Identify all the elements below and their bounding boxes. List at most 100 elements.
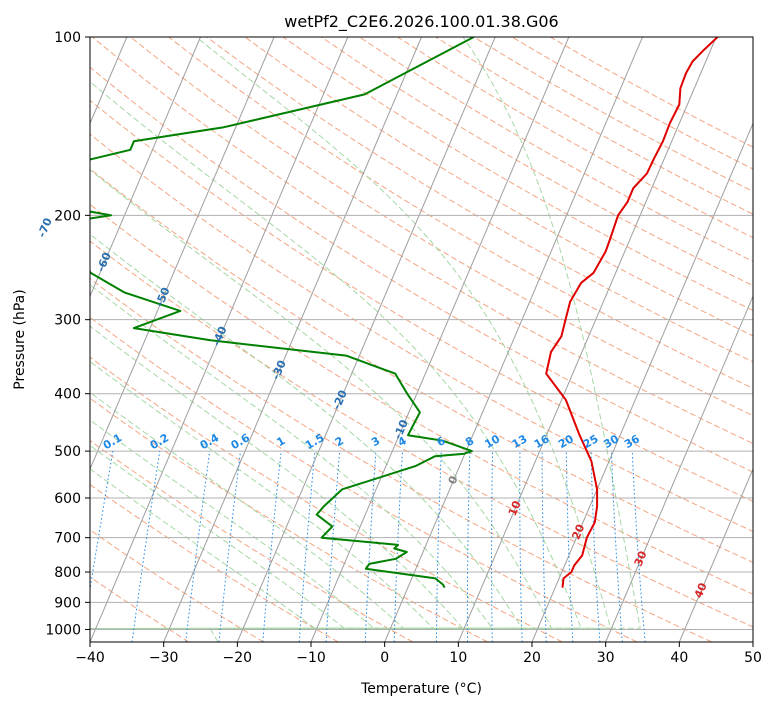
dry-adiabat [90,66,753,473]
y-tick-label: 400 [54,387,81,403]
mixing-ratio-line [131,451,161,642]
isotherm-label: -70 [35,216,55,240]
x-tick-label: 20 [523,650,541,666]
mixing-ratio-line [565,451,574,642]
isotherm-line [90,37,201,298]
dry-adiabat [90,483,339,642]
x-tick-label: 10 [449,650,467,666]
mixing-ratio-label: 1 [274,434,287,449]
mixing-ratio-label: 10 [482,432,502,451]
isotherm-line [531,122,753,642]
isotherm-label: 40 [692,581,710,600]
moist-adiabat [90,468,317,629]
x-tick-label: −20 [223,650,253,666]
mixing-ratio-label: 25 [581,432,601,451]
dry-adiabat [90,316,638,642]
mixing-ratio-label: 20 [556,432,576,451]
x-axis-title: Temperature (°C) [360,681,482,697]
isotherm-label: -50 [153,285,173,309]
y-tick-label: 900 [54,595,81,611]
x-tick-label: −10 [296,650,326,666]
isotherm-line [236,37,496,642]
moist-adiabat [90,81,582,630]
mixing-ratio-line [262,451,282,642]
y-tick-label: 600 [54,491,81,507]
dry-adiabat [90,203,753,595]
isotherm-line [752,640,753,642]
y-tick-label: 700 [54,531,81,547]
dry-adiabat [206,37,753,363]
chart-title: wetPf2_C2E6.2026.100.01.38.G06 [284,12,558,32]
mixing-ratio-label: 13 [510,432,530,451]
moist-adiabat [90,391,405,630]
isotherm-line [163,37,422,642]
moist-adiabat [90,444,346,630]
isotherm-label: -60 [94,250,114,274]
mixing-ratio-line [491,451,494,642]
y-tick-label: 200 [54,208,81,224]
x-tick-label: −40 [75,650,105,666]
dry-adiabat [90,397,488,642]
mixing-ratio-line [631,451,646,642]
y-axis-title: Pressure (hPa) [12,289,28,389]
y-tick-label: 1000 [45,622,81,638]
mixing-ratio-label: 4 [396,434,409,449]
mixing-ratio-label: 2 [333,434,346,449]
axes: −40 −30 −20 −10 0 10 20 30 40 5010020030040050060… [45,30,762,666]
isotherm-line [90,37,349,642]
isotherm-label: 10 [506,498,524,517]
dry-adiabat [90,133,753,533]
dry-adiabat [90,240,753,628]
moist-adiabat [90,37,612,630]
mixing-ratio-line [298,451,316,642]
x-tick-label: 50 [744,650,762,666]
isotherm-line [678,467,753,642]
dry-adiabat [168,37,753,389]
dry-adiabat [90,356,563,642]
moist-adiabat [90,233,523,630]
dry-adiabat [130,37,753,417]
x-tick-label: 0 [380,650,389,666]
dewpoint-line [90,37,475,589]
mixing-ratio-label: 0.6 [229,431,253,452]
isotherm-label: 20 [569,522,587,541]
background-reference-lines [90,37,753,642]
mixing-ratio-label: 1.5 [303,431,326,452]
isotherm-label: 30 [632,549,650,568]
sounding-series [90,37,719,589]
isotherm-label: -20 [330,388,350,412]
temperature-line [545,37,719,588]
x-tick-label: −30 [149,650,179,666]
dry-adiabat [282,37,753,312]
mixing-ratio-label: 36 [622,432,642,451]
mixing-ratio-line [435,451,442,642]
isotherm-line [384,37,643,642]
mixing-ratio-line [90,451,114,593]
dry-adiabat [435,37,753,215]
mixing-ratio-label: 3 [369,434,382,449]
mixing-ratio-line [466,451,471,642]
x-tick-label: 30 [597,650,615,666]
y-tick-label: 100 [54,30,81,46]
moist-adiabat [90,284,494,630]
dry-adiabat [359,37,753,263]
moist-adiabat [90,325,464,630]
dry-adiabat [244,37,753,337]
mixing-ratio-label: 16 [532,432,552,451]
mixing-ratio-label: 0.4 [198,431,222,452]
moist-adiabat [90,169,553,630]
moist-adiabat [90,419,376,630]
x-tick-label: 40 [670,650,688,666]
dry-adiabat [511,37,753,170]
mixing-ratio-line [519,451,523,642]
mixing-ratio-line [185,451,211,642]
plot-frame [89,36,754,643]
y-tick-label: 800 [54,565,81,581]
y-tick-label: 500 [54,444,81,460]
dry-adiabat [90,576,190,642]
isotherm-label: 0 [446,474,461,486]
mixing-ratio-line [218,451,241,642]
isotherm-label: -40 [210,324,230,348]
isotherm-line [605,295,753,642]
